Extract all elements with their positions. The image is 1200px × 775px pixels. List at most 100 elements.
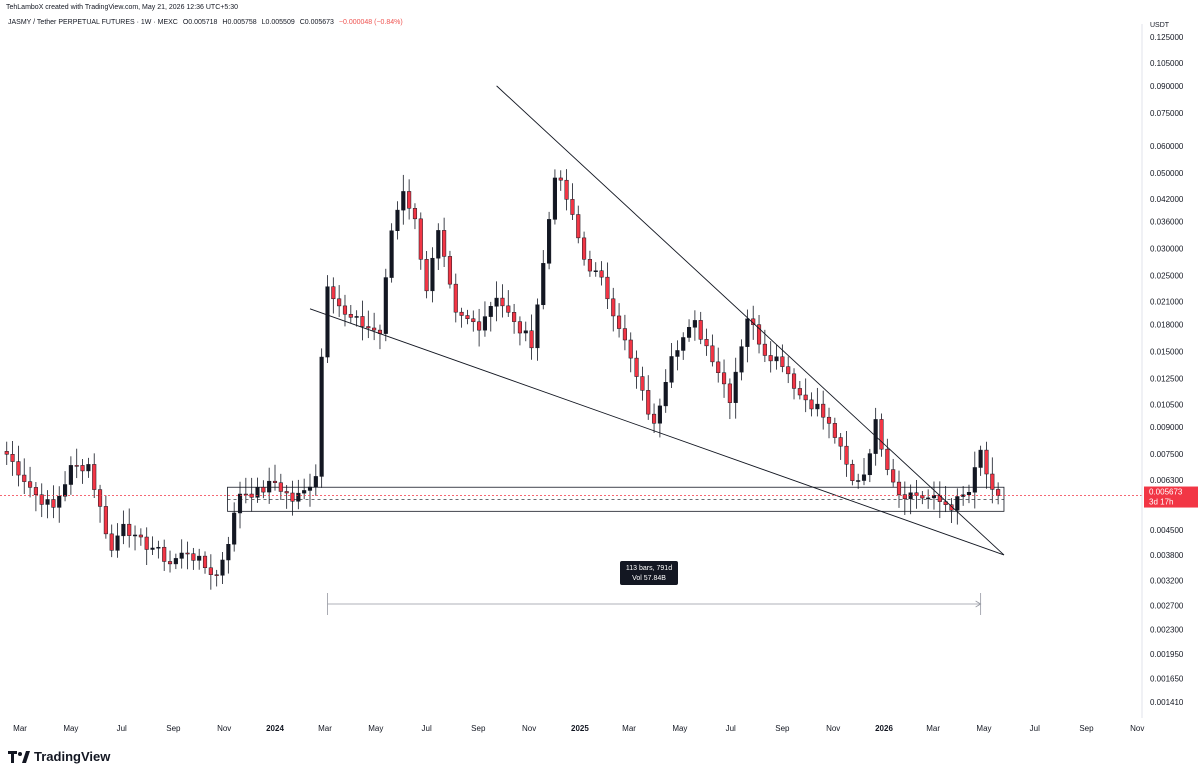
candle [325, 275, 330, 364]
candle [646, 375, 651, 420]
symbol-name[interactable]: JASMY / Tether PERPETUAL FUTURES · 1W · … [8, 19, 178, 26]
candle-body-up [593, 270, 598, 272]
candle-body-down [698, 320, 703, 340]
candle-body-down [185, 552, 190, 555]
candle-body-down [144, 536, 149, 550]
candle [237, 481, 243, 529]
candle-body-down [832, 423, 837, 438]
symbol-legend[interactable]: JASMY / Tether PERPETUAL FUTURES · 1W · … [8, 19, 406, 26]
candle [669, 342, 674, 388]
candle-body-down [28, 481, 33, 488]
candle-body-up [972, 467, 977, 493]
candle [138, 528, 143, 546]
candle [955, 488, 960, 525]
candle-body-down [564, 179, 569, 200]
candle [267, 467, 272, 504]
candle [984, 441, 989, 489]
candle [582, 231, 587, 266]
candle-body-up [966, 492, 972, 496]
candle [249, 477, 254, 512]
candle [710, 334, 715, 367]
candle-body-down [605, 276, 610, 300]
candle [220, 552, 225, 585]
candle [593, 262, 598, 277]
price-tick-label: 0.090000 [1150, 82, 1184, 91]
candle-body-up [856, 480, 861, 482]
candle [115, 523, 120, 558]
current-price-value: 0.005673 [1149, 488, 1183, 497]
time-tick-label: Sep [471, 724, 486, 733]
candle-body-down [582, 237, 587, 260]
candle-body-up [535, 304, 540, 349]
candle [401, 174, 406, 225]
candle [482, 301, 488, 337]
candle-body-down [284, 491, 289, 494]
candle [156, 540, 161, 559]
candle [360, 300, 365, 341]
candle [424, 250, 429, 299]
candle [663, 369, 668, 413]
candle [418, 212, 423, 270]
candle-body-down [622, 328, 627, 341]
candle-body-up [686, 327, 692, 338]
candle [500, 284, 505, 318]
tradingview-logo-icon [8, 750, 30, 763]
candle-body-up [150, 547, 155, 550]
candle-body-down [372, 327, 377, 331]
ohlc-change: −0.000048 (−0.84%) [338, 19, 403, 26]
time-tick-label: 2026 [875, 724, 893, 733]
candle [103, 495, 108, 539]
candle [739, 339, 744, 381]
candle-body-down [243, 493, 248, 496]
candle [797, 380, 802, 400]
candle-body-down [191, 553, 196, 561]
candle [179, 539, 184, 569]
candle [68, 456, 73, 495]
time-tick-label: 2025 [571, 724, 589, 733]
price-axis-currency[interactable]: USDT [1150, 22, 1170, 29]
candle-body-down [348, 314, 353, 318]
candle-body-down [821, 403, 826, 418]
candle [972, 451, 977, 509]
candle-body-down [366, 326, 371, 329]
price-tick-label: 0.006300 [1150, 476, 1184, 485]
candle-body-down [162, 546, 167, 562]
candle [652, 403, 657, 433]
candle-body-down [109, 533, 114, 551]
candle [856, 473, 861, 489]
candle-body-up [62, 484, 68, 497]
candle [657, 398, 662, 438]
candle-body-down [442, 230, 447, 257]
candle [966, 484, 972, 504]
candle-body-down [891, 469, 896, 483]
candle-body-up [115, 535, 120, 551]
candle-body-down [996, 489, 1001, 496]
time-tick-label: Nov [826, 724, 840, 733]
candle [535, 298, 540, 361]
candle [547, 211, 552, 270]
price-tick-label: 0.009000 [1150, 423, 1184, 432]
candle [121, 510, 126, 545]
price-tick-label: 0.036000 [1150, 218, 1184, 227]
candle [704, 328, 709, 356]
candle [377, 324, 383, 350]
tradingview-logo[interactable]: TradingView [8, 749, 110, 764]
candle [576, 205, 581, 244]
candle-body-down [517, 321, 522, 334]
candle [191, 547, 196, 570]
candle-body-up [57, 495, 62, 508]
candle [313, 464, 318, 496]
candle [319, 348, 324, 488]
candle [162, 539, 167, 571]
candle [255, 477, 260, 503]
price-tick-label: 0.105000 [1150, 59, 1184, 68]
time-tick-label: Mar [622, 724, 636, 733]
candle [628, 332, 633, 373]
candle-body-up [389, 230, 394, 278]
candle-body-down [850, 463, 855, 481]
time-tick-label: Jul [1030, 724, 1040, 733]
price-tick-label: 0.003200 [1150, 576, 1184, 585]
candle [407, 179, 412, 220]
candle [552, 169, 557, 225]
